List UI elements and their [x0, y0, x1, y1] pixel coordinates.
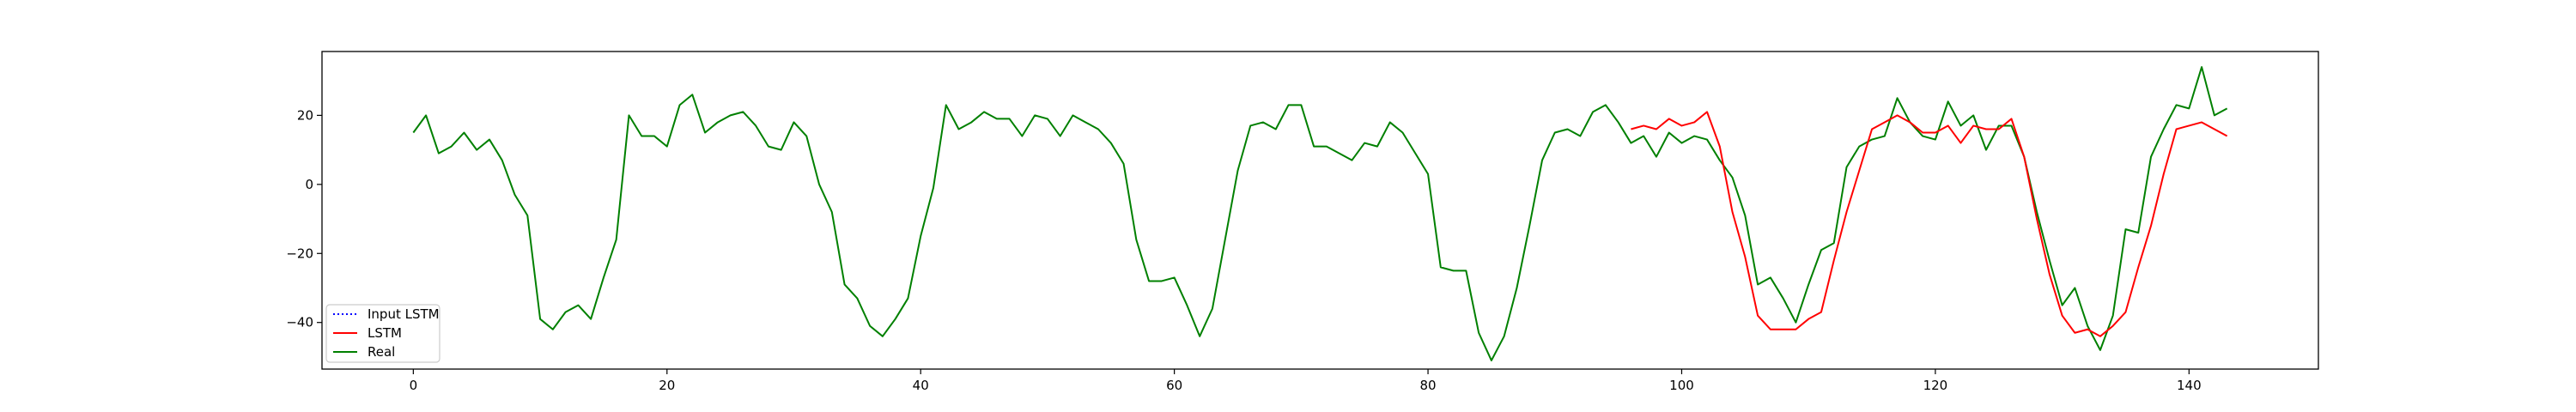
legend-box — [325, 304, 440, 363]
series-line-real — [412, 66, 2228, 361]
series-lines — [412, 66, 2228, 361]
x-tick-label: 20 — [659, 378, 675, 393]
x-axis: 0 20 40 60 80 100 120 140 — [410, 369, 2202, 393]
y-tick-label: 0 — [305, 177, 313, 192]
legend: Input LSTM LSTM Real — [325, 304, 440, 363]
plot-area-frame — [321, 51, 2319, 370]
y-tick-label: −20 — [286, 245, 313, 261]
x-tick-label: 140 — [2177, 378, 2202, 393]
x-tick-label: 100 — [1669, 378, 1694, 393]
legend-label-real: Real — [368, 344, 395, 360]
x-tick-label: 60 — [1166, 378, 1182, 393]
legend-label-lstm: LSTM — [368, 325, 402, 341]
y-tick-label: −40 — [286, 315, 313, 330]
x-tick-label: 0 — [410, 378, 418, 393]
y-tick-label: 20 — [297, 107, 313, 123]
legend-label-input-lstm: Input LSTM — [368, 306, 440, 322]
x-tick-label: 120 — [1923, 378, 1948, 393]
x-tick-label: 80 — [1420, 378, 1437, 393]
y-axis: −40 −20 0 20 — [286, 107, 322, 330]
x-tick-label: 40 — [913, 378, 929, 393]
series-line-lstm — [1631, 111, 2228, 337]
